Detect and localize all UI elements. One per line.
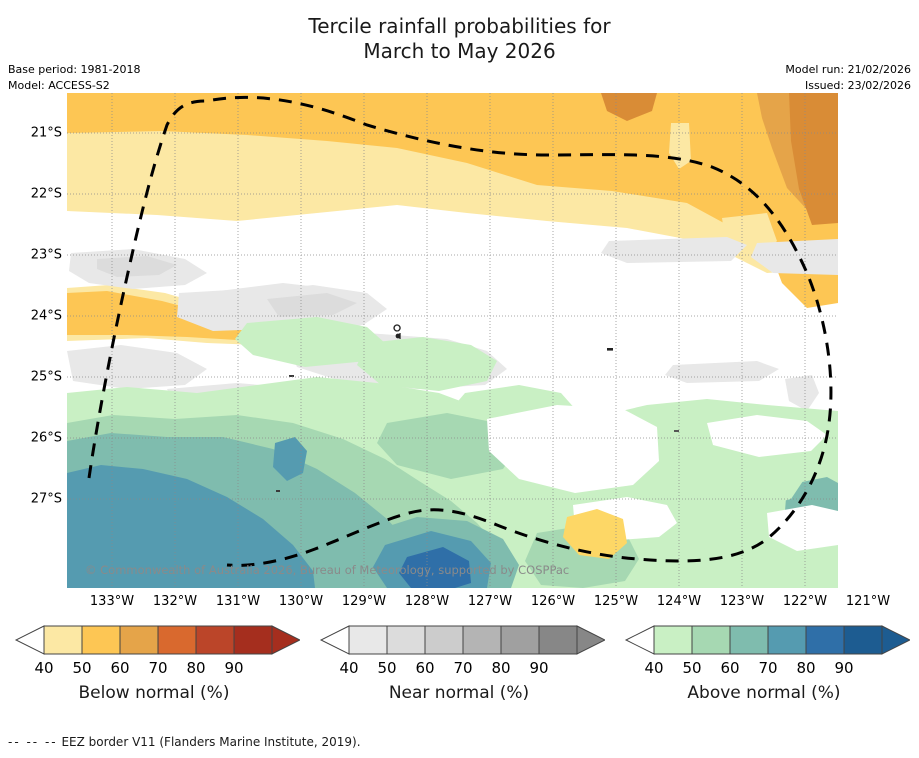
cbar-below-swatches xyxy=(14,625,300,655)
contour-white-hole-3 xyxy=(707,415,827,457)
cbar-near-swatches xyxy=(319,625,605,655)
cbar-tick-above: 70 xyxy=(758,659,778,677)
x-axis-tick: 125°W xyxy=(593,594,639,609)
cbar-tick-below: 50 xyxy=(72,659,92,677)
x-axis-tick: 131°W xyxy=(215,594,261,609)
x-axis-tick: 124°W xyxy=(656,594,702,609)
cbar-tick-above: 60 xyxy=(720,659,740,677)
cbar-tick-above: 80 xyxy=(796,659,816,677)
contour-above-50-mid xyxy=(377,413,519,479)
cbar-tick-below: 70 xyxy=(148,659,168,677)
cbar-above-ticks: 40 50 60 70 80 90 xyxy=(618,659,910,679)
contour-above-small-1 xyxy=(687,557,815,588)
map-plot: © Commonwealth of Australia 2026, Bureau… xyxy=(67,93,838,588)
grid-lines xyxy=(67,93,838,588)
island-marker-6 xyxy=(674,430,679,432)
base-period-label: Base period: 1981-2018 xyxy=(8,63,141,76)
y-axis: 21°S 22°S 23°S 24°S 25°S 26°S 27°S xyxy=(0,93,62,588)
cbar-tick-near: 50 xyxy=(377,659,397,677)
x-axis-tick: 123°W xyxy=(719,594,765,609)
y-axis-tick: 21°S xyxy=(30,125,62,141)
contour-above-70 xyxy=(67,465,315,588)
y-axis-tick: 25°S xyxy=(30,369,62,385)
contour-above-40-mid2 xyxy=(235,317,385,367)
cbar-near-caption: Near normal (%) xyxy=(388,683,530,703)
contour-white-hole-4 xyxy=(767,505,838,551)
footer-note: -- -- -- EEZ border V11 (Flanders Marine… xyxy=(8,735,361,749)
y-axis-tick: 24°S xyxy=(30,308,62,324)
x-axis-tick: 121°W xyxy=(845,594,891,609)
contour-near-blob-10 xyxy=(751,239,838,275)
cbar-tick-near: 40 xyxy=(339,659,359,677)
x-axis-tick: 128°W xyxy=(404,594,450,609)
island-marker-1 xyxy=(395,333,401,339)
contour-above-70-blob xyxy=(273,437,307,481)
cbar-tick-above: 50 xyxy=(682,659,702,677)
eez-dash-sample: -- -- -- xyxy=(8,735,58,749)
cbar-above-caption: Above normal (%) xyxy=(687,683,841,703)
y-axis-tick: 27°S xyxy=(30,491,62,507)
colorbar-above-normal: 40 50 60 70 80 90 Above normal (%) xyxy=(618,622,910,703)
footer-text: EEZ border V11 (Flanders Marine Institut… xyxy=(61,735,361,749)
cbar-tick-below: 60 xyxy=(110,659,130,677)
model-run-label: Model run: 21/02/2026 xyxy=(785,63,911,76)
cbar-below-caption: Below normal (%) xyxy=(78,683,230,703)
colorbar-near-normal: 40 50 60 70 80 90 Near normal (%) xyxy=(313,622,605,703)
island-marker-5 xyxy=(276,490,280,492)
x-axis-tick: 122°W xyxy=(782,594,828,609)
title-line-2: March to May 2026 xyxy=(363,39,556,63)
title-line-1: Tercile rainfall probabilities for xyxy=(308,14,611,38)
island-marker-4 xyxy=(289,375,294,377)
cbar-tick-below: 40 xyxy=(34,659,54,677)
x-axis-tick: 129°W xyxy=(341,594,387,609)
contour-near-blob-16 xyxy=(267,293,357,317)
contour-near-blob-15 xyxy=(97,256,177,277)
contour-near-blob-9 xyxy=(665,361,779,383)
contour-above-80-mid xyxy=(399,547,471,588)
metadata-right: Model run: 21/02/2026 Issued: 23/02/2026 xyxy=(785,62,911,94)
x-axis: 133°W 132°W 131°W 130°W 129°W 128°W 127°W 126°W… xyxy=(67,594,890,614)
eez-border-line xyxy=(87,95,833,567)
cbar-tick-near: 80 xyxy=(491,659,511,677)
cbar-tick-near: 90 xyxy=(529,659,549,677)
contour-below-blob-south xyxy=(563,509,627,559)
y-axis-tick: 23°S xyxy=(30,247,62,263)
cbar-below-ticks: 40 50 60 70 80 90 xyxy=(8,659,300,679)
colorbar-below-normal: 40 50 60 70 80 90 Below normal (%) xyxy=(8,622,300,703)
model-label: Model: ACCESS-S2 xyxy=(8,79,110,92)
x-axis-tick: 132°W xyxy=(152,594,198,609)
cbar-tick-near: 60 xyxy=(415,659,435,677)
cbar-tick-below: 80 xyxy=(186,659,206,677)
contour-below-blob-1 xyxy=(601,93,657,121)
contour-near-blob-11 xyxy=(785,375,819,411)
island-marker-2 xyxy=(393,324,401,339)
island-marker-3 xyxy=(607,348,613,351)
y-axis-tick: 26°S xyxy=(30,430,62,446)
cbar-tick-above: 40 xyxy=(644,659,664,677)
x-axis-tick: 127°W xyxy=(467,594,513,609)
cbar-tick-below: 90 xyxy=(224,659,244,677)
y-axis-tick: 22°S xyxy=(30,186,62,202)
cbar-above-swatches xyxy=(624,625,910,655)
x-axis-tick: 126°W xyxy=(530,594,576,609)
x-axis-tick: 133°W xyxy=(89,594,135,609)
contour-near-blob-8 xyxy=(601,237,747,263)
metadata-left: Base period: 1981-2018 Model: ACCESS-S2 xyxy=(8,62,140,94)
cbar-tick-near: 70 xyxy=(453,659,473,677)
contour-near-blob-6 xyxy=(67,345,207,389)
x-axis-tick: 130°W xyxy=(278,594,324,609)
cbar-tick-above: 90 xyxy=(834,659,854,677)
contour-below-65-corner xyxy=(789,93,838,225)
contour-below-50 xyxy=(67,93,838,243)
issued-label: Issued: 23/02/2026 xyxy=(804,79,911,92)
cbar-near-ticks: 40 50 60 70 80 90 xyxy=(313,659,605,679)
page-title: Tercile rainfall probabilities for March… xyxy=(0,14,919,64)
